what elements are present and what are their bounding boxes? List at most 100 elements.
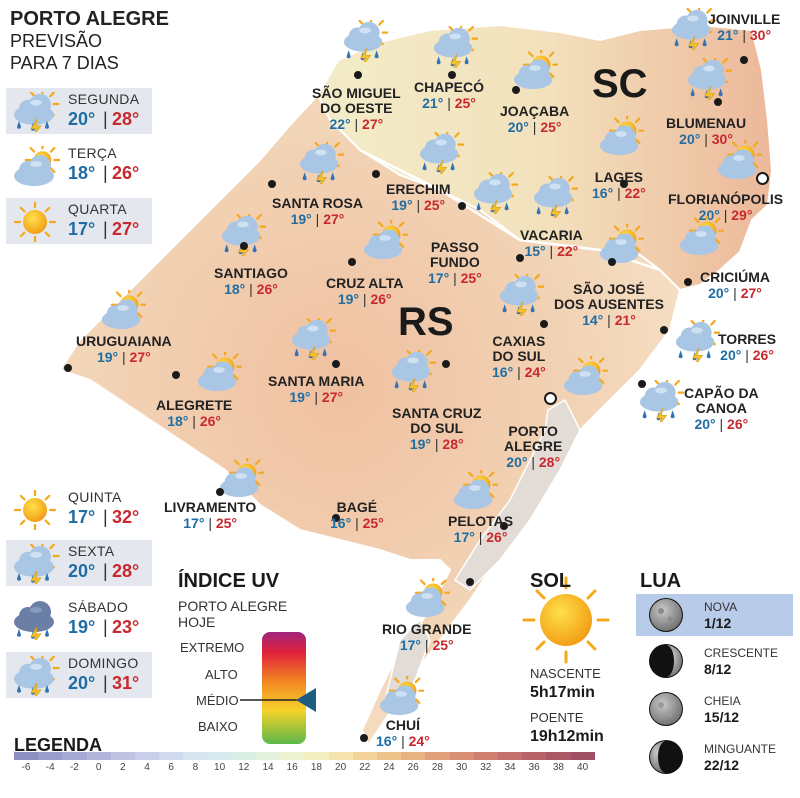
city-min-temp: 16° — [330, 515, 352, 531]
city-marker — [660, 326, 668, 334]
day-min-temp: 19° — [68, 617, 96, 637]
legend-value: 24 — [383, 762, 395, 773]
city-marker — [332, 360, 340, 368]
day-min-temp: 17° — [68, 507, 96, 527]
legend-swatch — [377, 752, 402, 760]
city-max-temp: 25° — [362, 515, 384, 531]
sun-cloud-icon — [194, 348, 244, 394]
city-name: SANTA ROSA — [272, 195, 363, 211]
city-name: TORRES — [718, 331, 777, 347]
day-forecast: QUINTA 17° | 32° — [6, 486, 152, 532]
city-min-temp: 20° — [708, 285, 730, 301]
uv-subtitle-city: PORTO ALEGRE — [178, 598, 288, 614]
city-name-line1: PASSO — [430, 239, 479, 255]
sun-cloud-storm-icon — [10, 538, 60, 589]
title-line2: PREVISÃO — [10, 31, 103, 51]
waxing-moon-icon — [648, 643, 684, 679]
moon-phase-row: CRESCENTE 8/12 — [636, 640, 793, 682]
city-marker — [740, 56, 748, 64]
sun-cloud-storm-icon — [10, 650, 60, 701]
city-min-temp: 16° — [592, 185, 614, 201]
legend-swatch — [110, 752, 135, 760]
city-name-line2: DO OESTE — [320, 100, 393, 116]
sun-cloud-icon — [360, 216, 410, 262]
day-forecast: DOMINGO 20° | 31° — [6, 650, 152, 701]
legend-swatch — [304, 752, 329, 760]
city-max-temp: 30° — [749, 27, 772, 43]
city-min-temp: 19° — [289, 389, 311, 405]
sun-cloud-icon — [98, 286, 148, 332]
city-min-temp: 19° — [337, 291, 360, 307]
uv-level-medium: MÉDIO — [196, 693, 239, 708]
city-name: VACARIA — [520, 227, 583, 243]
city-min-temp: 20° — [720, 347, 742, 363]
sunrise-time: 5h17min — [530, 684, 595, 701]
forecast-title: PORTO ALEGRE PREVISÃO PARA 7 DIAS — [10, 8, 169, 74]
day-max-temp: 27° — [112, 219, 140, 239]
sun-title: SOL — [530, 570, 572, 592]
legend-swatch — [473, 752, 498, 760]
day-forecast: QUARTA 17° | 27° — [6, 198, 152, 244]
city-name: LAGES — [594, 169, 643, 185]
city-name: RIO GRANDE — [382, 621, 472, 637]
city-forecast: LIVRAMENTO 17° | 25° — [164, 499, 257, 531]
city-max-temp: 22° — [624, 185, 646, 201]
city-marker — [466, 578, 474, 586]
legend-swatch — [38, 752, 63, 760]
uv-level-high: ALTO — [205, 667, 238, 682]
city-marker — [268, 180, 276, 188]
city-min-temp: 17° — [428, 270, 450, 286]
sunset-label: POENTE — [530, 710, 584, 725]
city-marker — [442, 360, 450, 368]
legend-value: 12 — [238, 762, 250, 773]
city-max-temp: 26° — [727, 416, 749, 432]
city-min-temp: 18° — [167, 413, 189, 429]
temp-separator: | — [103, 561, 108, 581]
moon-phase-row: MINGUANTE 22/12 — [636, 736, 793, 778]
legend-swatch — [570, 752, 595, 760]
legend-swatch — [207, 752, 232, 760]
legend-value: 26 — [407, 762, 419, 773]
city-max-temp: 30° — [711, 131, 733, 147]
city-max-temp: 27° — [362, 116, 384, 132]
city-min-temp: 21° — [717, 27, 739, 43]
city-name-line1: SANTA CRUZ — [392, 405, 482, 421]
city-max-temp: 25° — [454, 95, 476, 111]
sun-cloud-icon — [714, 136, 764, 182]
sun-cloud-storm-icon — [288, 313, 337, 365]
legend-value: 18 — [310, 762, 322, 773]
temp-separator: | — [103, 109, 108, 129]
city-marker — [216, 488, 224, 496]
city-forecast: BLUMENAU 20° | 30° — [666, 115, 747, 147]
sun-cloud-storm-icon — [296, 137, 345, 189]
city-marker — [360, 734, 368, 742]
city-marker — [448, 71, 456, 79]
city-max-temp: 25° — [540, 119, 562, 135]
city-marker — [332, 514, 340, 522]
city-forecast: ERECHIM 19° | 25° — [386, 181, 451, 213]
city-marker — [620, 180, 628, 188]
city-forecast: URUGUAIANA 19° | 27° — [76, 333, 172, 365]
lagoa-dos-patos — [453, 398, 581, 591]
city-min-temp: 20° — [507, 119, 529, 135]
day-forecast: SÁBADO 19° | 23° — [6, 596, 152, 645]
legend-value: 10 — [214, 762, 226, 773]
city-forecast: ALEGRETE 18° | 26° — [156, 397, 233, 429]
uv-scale-bar — [262, 632, 306, 744]
legend-value: 14 — [262, 762, 274, 773]
capital-marker — [756, 172, 769, 185]
sunrise-label: NASCENTE — [530, 666, 601, 681]
state-label-rs: RS — [398, 300, 454, 344]
city-forecast: VACARIA 15° | 22° — [520, 227, 583, 259]
state-label-sc: SC — [592, 62, 648, 106]
city-min-temp: 20° — [698, 207, 720, 223]
city-name-line2: FUNDO — [429, 254, 480, 270]
uv-level-extreme: EXTREMO — [180, 640, 245, 655]
day-max-temp: 26° — [112, 163, 140, 183]
city-marker — [540, 320, 548, 328]
sun-cloud-storm-icon — [684, 53, 733, 105]
legend-swatch — [352, 752, 377, 760]
legend-value: 22 — [359, 762, 371, 773]
sun-cloud-icon — [216, 454, 266, 500]
legend-value: 34 — [504, 762, 516, 773]
